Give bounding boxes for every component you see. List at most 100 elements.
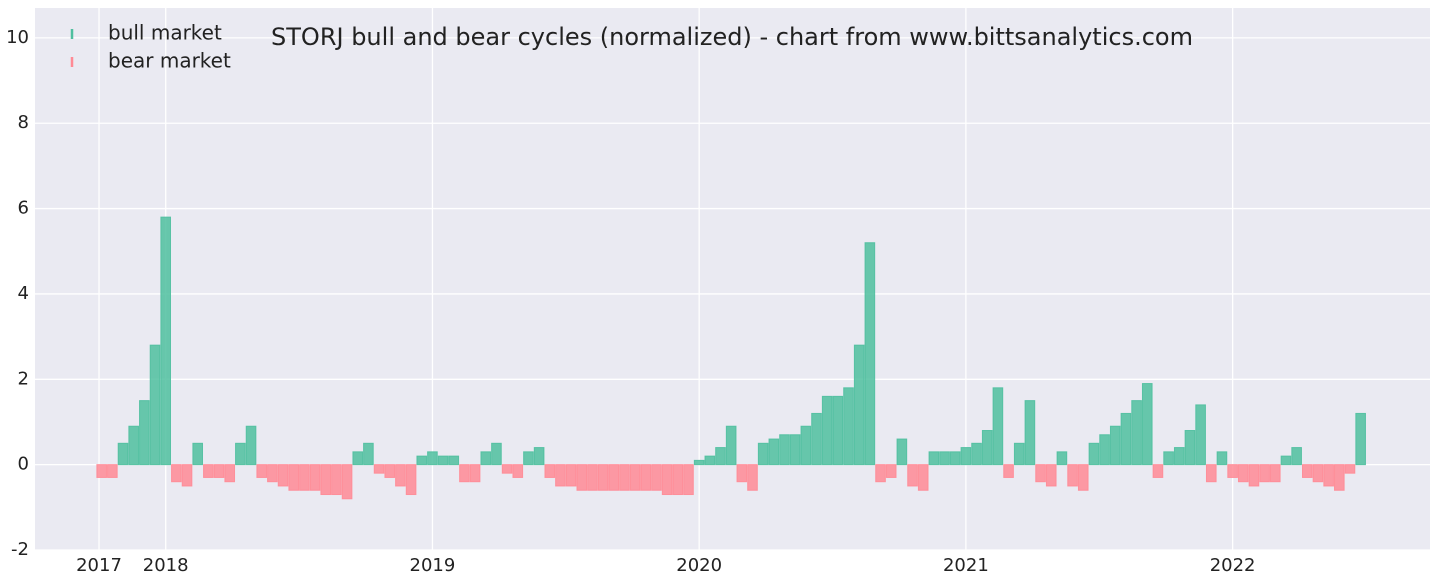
bar — [939, 451, 950, 466]
bar — [341, 464, 353, 500]
y-tick-label: 4 — [18, 283, 29, 304]
x-tick-label: 2017 — [76, 555, 122, 576]
plot-area — [35, 8, 1430, 550]
bar — [1088, 442, 1100, 466]
bar — [576, 464, 588, 491]
bar — [544, 464, 556, 478]
bar — [981, 430, 993, 466]
y-tick-label: 8 — [18, 112, 29, 133]
bar — [1077, 464, 1089, 491]
bar — [949, 451, 961, 466]
bar — [1035, 464, 1046, 483]
bar — [853, 344, 865, 466]
bar — [363, 442, 374, 466]
bar — [139, 400, 150, 466]
legend-label: bull market — [108, 21, 222, 45]
bar — [1312, 464, 1324, 483]
bar — [373, 464, 385, 474]
y-tick-label: 6 — [18, 198, 29, 219]
bar — [736, 464, 748, 483]
bar — [352, 451, 364, 466]
bar — [629, 464, 641, 491]
bar — [1334, 464, 1345, 491]
bar — [1291, 447, 1302, 466]
bar — [427, 451, 438, 466]
bar — [160, 216, 171, 466]
bar — [245, 425, 257, 466]
bar — [715, 447, 726, 466]
bar — [917, 464, 929, 491]
bar — [971, 442, 982, 466]
legend-label: bear market — [108, 49, 231, 73]
bar — [800, 425, 812, 466]
bar — [1173, 447, 1185, 466]
bar — [885, 464, 897, 478]
bar — [320, 464, 332, 496]
bar — [1120, 412, 1132, 466]
bar — [587, 464, 598, 491]
bar — [896, 438, 908, 466]
bar — [597, 464, 609, 491]
bar — [1355, 412, 1366, 466]
bar — [1099, 434, 1110, 466]
bar — [704, 455, 716, 466]
bar — [299, 464, 310, 491]
bar — [843, 387, 854, 466]
bar — [192, 442, 204, 466]
bar — [683, 464, 694, 496]
bar — [619, 464, 630, 491]
bar — [459, 464, 470, 483]
bar — [1237, 464, 1249, 483]
bar — [523, 451, 534, 466]
bar — [1269, 464, 1281, 483]
bar — [1248, 464, 1260, 487]
bar — [277, 464, 289, 487]
bar — [469, 464, 481, 483]
bar — [171, 464, 182, 483]
bar — [213, 464, 225, 478]
bar — [480, 451, 492, 466]
bar — [725, 425, 737, 466]
bar — [267, 464, 278, 483]
bar — [1013, 442, 1025, 466]
x-tick-label: 2021 — [943, 555, 989, 576]
bar — [448, 455, 460, 466]
bar — [651, 464, 662, 491]
bar — [1141, 383, 1153, 466]
bar — [224, 464, 236, 483]
bar — [149, 344, 161, 466]
bar — [256, 464, 268, 478]
bar — [693, 459, 705, 466]
chart-title: STORJ bull and bear cycles (normalized) … — [271, 23, 1193, 51]
x-tick-label: 2022 — [1210, 555, 1256, 576]
bar — [565, 464, 577, 487]
bar — [768, 438, 780, 466]
bar — [1109, 425, 1121, 466]
bar — [395, 464, 406, 487]
bar — [1067, 464, 1078, 487]
bar — [821, 395, 833, 466]
bar — [405, 464, 417, 496]
bar — [640, 464, 652, 491]
y-tick-label: 2 — [18, 368, 29, 389]
y-tick-label: 0 — [18, 454, 29, 475]
bar — [1056, 451, 1068, 466]
bar — [437, 455, 449, 466]
bar — [533, 447, 545, 466]
bar — [779, 434, 790, 466]
bar — [1280, 455, 1292, 466]
bar — [181, 464, 193, 487]
bar — [832, 395, 844, 466]
bar — [1152, 464, 1164, 478]
bar — [864, 242, 876, 466]
bar — [1302, 464, 1313, 478]
bar — [907, 464, 918, 487]
bar — [235, 442, 246, 466]
bar — [203, 464, 214, 478]
bar — [608, 464, 620, 491]
x-tick-label: 2020 — [676, 555, 722, 576]
bar — [1045, 464, 1057, 487]
bar — [309, 464, 321, 491]
bar — [96, 464, 107, 478]
